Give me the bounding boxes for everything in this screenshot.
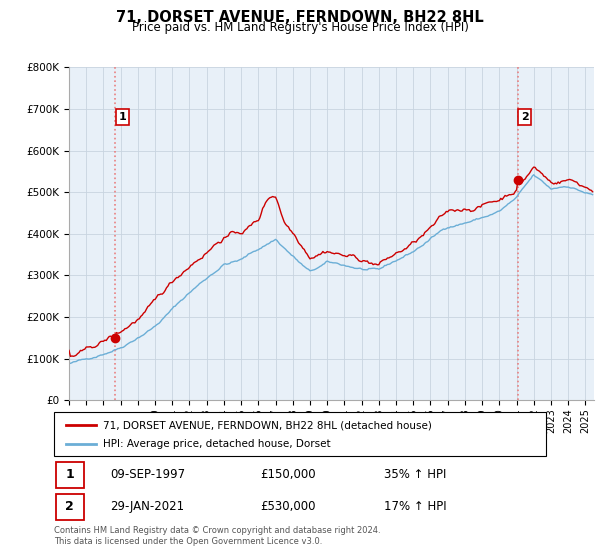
Text: 2: 2 — [521, 112, 529, 122]
Text: £530,000: £530,000 — [260, 500, 316, 514]
Text: 35% ↑ HPI: 35% ↑ HPI — [383, 468, 446, 481]
Text: 71, DORSET AVENUE, FERNDOWN, BH22 8HL (detached house): 71, DORSET AVENUE, FERNDOWN, BH22 8HL (d… — [103, 420, 432, 430]
Text: 2: 2 — [65, 500, 74, 514]
Text: 29-JAN-2021: 29-JAN-2021 — [110, 500, 185, 514]
Text: 1: 1 — [118, 112, 126, 122]
Text: 09-SEP-1997: 09-SEP-1997 — [110, 468, 186, 481]
Text: 71, DORSET AVENUE, FERNDOWN, BH22 8HL: 71, DORSET AVENUE, FERNDOWN, BH22 8HL — [116, 10, 484, 25]
Text: Contains HM Land Registry data © Crown copyright and database right 2024.
This d: Contains HM Land Registry data © Crown c… — [54, 526, 380, 546]
Bar — [56, 494, 83, 520]
Bar — [56, 462, 83, 488]
Text: 1: 1 — [65, 468, 74, 481]
Text: 17% ↑ HPI: 17% ↑ HPI — [383, 500, 446, 514]
Text: HPI: Average price, detached house, Dorset: HPI: Average price, detached house, Dors… — [103, 439, 331, 449]
Text: £150,000: £150,000 — [260, 468, 316, 481]
Text: Price paid vs. HM Land Registry's House Price Index (HPI): Price paid vs. HM Land Registry's House … — [131, 21, 469, 34]
